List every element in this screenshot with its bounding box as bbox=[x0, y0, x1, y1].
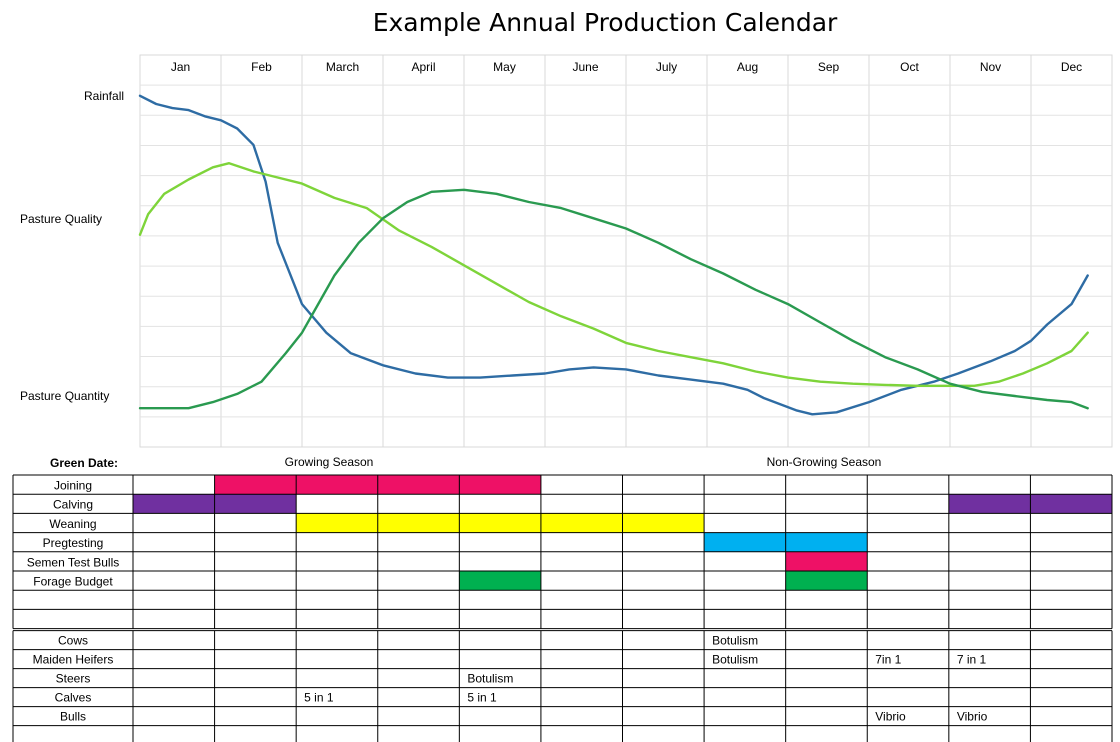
vaccination-group-label: Maiden Heifers bbox=[33, 653, 114, 667]
month-label: June bbox=[572, 60, 598, 74]
month-label: Oct bbox=[900, 60, 919, 74]
vaccination-entry: 7in 1 bbox=[875, 653, 901, 667]
activity-bar bbox=[785, 551, 868, 571]
month-label: April bbox=[411, 60, 435, 74]
activity-rows: Joining Calving Weaning Pregtesting Semen Te… bbox=[12, 474, 1113, 630]
vaccination-group-label: Calves bbox=[55, 691, 92, 705]
activity-label: Forage Budget bbox=[33, 575, 113, 589]
activity-bar bbox=[785, 571, 868, 591]
month-label: July bbox=[656, 60, 677, 74]
month-label: Feb bbox=[251, 60, 272, 74]
chart-title: Example Annual Production Calendar bbox=[372, 8, 838, 37]
activity-bar bbox=[459, 571, 541, 591]
activity-label: Joining bbox=[54, 479, 92, 493]
activity-label: Pregtesting bbox=[43, 536, 104, 550]
month-labels: Jan Feb March April May June July Aug Sep Oct Nov D… bbox=[171, 60, 1082, 74]
month-label: March bbox=[326, 60, 359, 74]
vaccination-entry: 5 in 1 bbox=[467, 691, 497, 705]
vaccination-group-label: Cows bbox=[58, 634, 88, 648]
vaccination-entry: Botulism bbox=[712, 634, 758, 648]
vaccination-entry: 5 in 1 bbox=[304, 691, 334, 705]
y-label-rainfall: Rainfall bbox=[84, 89, 125, 103]
growing-season-label: Growing Season bbox=[285, 455, 374, 469]
activity-label: Semen Test Bulls bbox=[27, 555, 120, 569]
month-label: Dec bbox=[1061, 60, 1082, 74]
vaccination-entry: Vibrio bbox=[875, 710, 906, 724]
vaccination-entry: Botulism bbox=[712, 653, 758, 667]
season-row: Green Date: Growing Season Non-Growing Sea… bbox=[50, 455, 881, 470]
vaccination-group-label: Bulls bbox=[60, 710, 86, 724]
activity-label: Calving bbox=[53, 498, 93, 512]
month-label: Jan bbox=[171, 60, 190, 74]
month-label: May bbox=[493, 60, 516, 74]
vaccination-entry: 7 in 1 bbox=[957, 653, 987, 667]
non-growing-season-label: Non-Growing Season bbox=[767, 455, 882, 469]
activity-bar bbox=[296, 513, 705, 533]
activity-label: Weaning bbox=[49, 517, 96, 531]
green-date-label: Green Date: bbox=[50, 456, 118, 470]
y-label-pasture-quality: Pasture Quality bbox=[20, 212, 103, 226]
month-label: Nov bbox=[980, 60, 1001, 74]
vaccination-rows: Cows Botulism Maiden Heifers Botulism 7in 1 7… bbox=[12, 630, 1113, 742]
production-line-chart: Jan Feb March April May June July Aug Sep Oct Nov D… bbox=[138, 54, 1113, 448]
vaccination-entry: Vibrio bbox=[957, 710, 988, 724]
month-label: Sep bbox=[818, 60, 840, 74]
vaccination-group-label: Steers bbox=[56, 672, 91, 686]
series-lines bbox=[138, 94, 1089, 416]
series-line-2 bbox=[138, 188, 1089, 410]
y-label-pasture-quantity: Pasture Quantity bbox=[20, 389, 110, 403]
vaccination-entry: Botulism bbox=[467, 672, 513, 686]
month-label: Aug bbox=[737, 60, 758, 74]
